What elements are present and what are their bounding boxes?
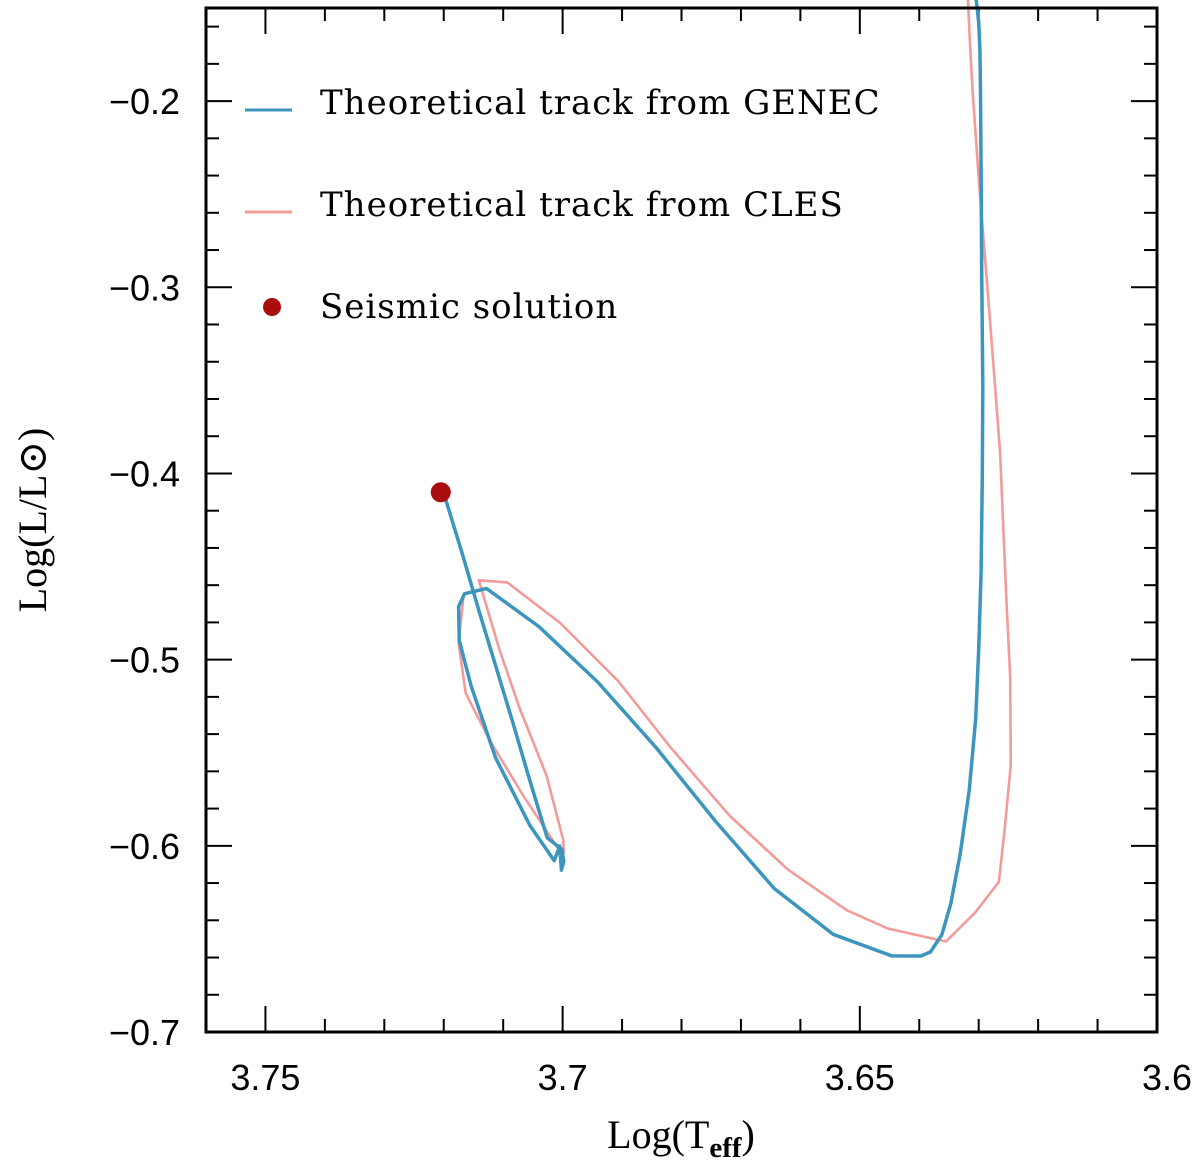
genec-track-line bbox=[443, 0, 985, 958]
y-tick-label: −0.5 bbox=[109, 640, 180, 681]
series-layer bbox=[430, 0, 1013, 958]
legend-label-cles: Theoretical track from CLES bbox=[320, 185, 844, 225]
legend-label-seismic: Seismic solution bbox=[320, 287, 618, 327]
legend: Theoretical track from GENEC Theoretical… bbox=[245, 83, 881, 327]
x-axis-title: Log(Teff) bbox=[607, 1112, 755, 1164]
labels-layer: 3.75 3.7 3.65 3.6 −0.2 −0.3 −0.4 −0.5 −0.6 −0.7 bbox=[109, 81, 1192, 1098]
y-tick-label: −0.2 bbox=[109, 81, 180, 122]
seismic-solution-point bbox=[430, 482, 451, 503]
cles-track-line bbox=[457, 0, 1013, 943]
x-tick-label: 3.7 bbox=[538, 1057, 588, 1098]
y-tick-label: −0.3 bbox=[109, 267, 180, 308]
x-tick-label: 3.75 bbox=[230, 1057, 300, 1098]
plot-frame bbox=[204, 6, 1159, 1034]
legend-label-genec: Theoretical track from GENEC bbox=[320, 83, 881, 123]
x-tick-label: 3.6 bbox=[1142, 1057, 1192, 1098]
x-tick-label: 3.65 bbox=[825, 1057, 895, 1098]
legend-marker-seismic bbox=[263, 298, 281, 316]
y-tick-label: −0.4 bbox=[109, 453, 180, 494]
ticks-layer bbox=[205, 8, 1158, 1033]
y-axis-title: Log(L/L⊙) bbox=[10, 428, 55, 613]
y-tick-label: −0.7 bbox=[109, 1012, 180, 1053]
y-tick-label: −0.6 bbox=[109, 826, 180, 867]
